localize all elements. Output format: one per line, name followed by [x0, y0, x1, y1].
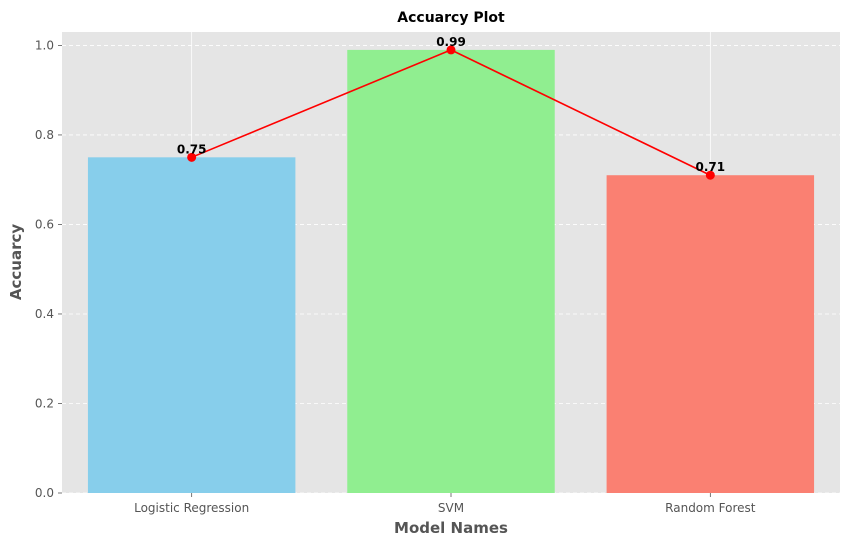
x-axis-label: Model Names	[394, 519, 508, 537]
y-tick-label-5: 1.0	[35, 38, 54, 52]
x-tick-label-1: SVM	[438, 501, 464, 515]
data-label-2: 0.71	[696, 160, 726, 174]
bar-svm	[347, 49, 555, 493]
bars	[87, 49, 815, 494]
y-tick-label-0: 0.0	[35, 486, 54, 500]
line-point-0	[187, 152, 197, 162]
y-tick-label-1: 0.2	[35, 396, 54, 410]
bar-logistic-regression	[87, 157, 296, 494]
chart-title: Accuarcy Plot	[397, 10, 505, 26]
data-labels: 0.75 0.99 0.71	[177, 35, 725, 174]
accuracy-line	[187, 45, 715, 180]
data-label-0: 0.75	[177, 142, 207, 156]
y-tick-label-4: 0.8	[35, 128, 54, 142]
y-axis-label: Accuarcy	[7, 224, 25, 300]
data-label-1: 0.99	[436, 35, 466, 49]
line-point-1	[446, 45, 456, 55]
y-tick-label-3: 0.6	[35, 217, 54, 231]
x-tick-label-2: Random Forest	[665, 501, 756, 515]
y-axis-ticks: 0.0 0.2 0.4 0.6 0.8 1.0	[35, 38, 62, 500]
line-point-2	[705, 170, 715, 180]
bar-random-forest	[606, 175, 815, 493]
x-tick-label-0: Logistic Regression	[134, 501, 249, 515]
y-tick-label-2: 0.4	[35, 307, 54, 321]
x-axis-ticks: Logistic Regression SVM Random Forest	[134, 493, 756, 515]
